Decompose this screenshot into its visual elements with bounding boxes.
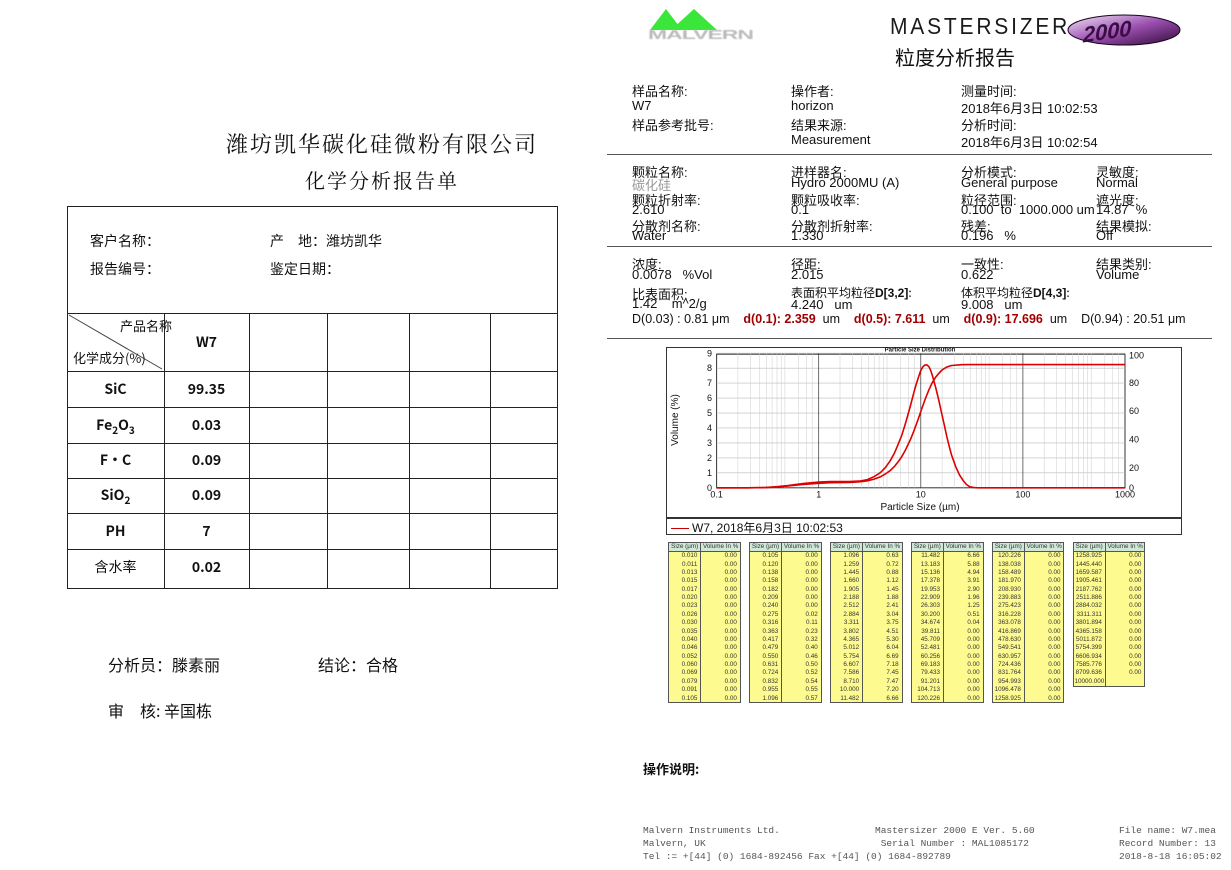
svg-text:80: 80	[1129, 378, 1139, 388]
svg-text:5: 5	[707, 408, 712, 418]
svg-text:8: 8	[707, 363, 712, 373]
svg-text:Volume (%): Volume (%)	[670, 394, 681, 446]
svg-text:9: 9	[707, 349, 712, 359]
svg-text:60: 60	[1129, 406, 1139, 416]
svg-text:10: 10	[916, 490, 926, 500]
svg-text:1: 1	[707, 468, 712, 478]
svg-text:3: 3	[707, 438, 712, 448]
svg-text:20: 20	[1129, 463, 1139, 473]
svg-text:100: 100	[1129, 351, 1144, 361]
svg-text:4: 4	[707, 423, 712, 433]
svg-text:6: 6	[707, 393, 712, 403]
svg-text:7: 7	[707, 378, 712, 388]
svg-text:Particle Size Distribution: Particle Size Distribution	[885, 348, 956, 354]
svg-text:100: 100	[1015, 490, 1030, 500]
svg-text:1: 1	[816, 490, 821, 500]
svg-text:Particle Size (µm): Particle Size (µm)	[880, 502, 959, 513]
svg-text:0.1: 0.1	[710, 490, 723, 500]
svg-text:2: 2	[707, 453, 712, 463]
svg-text:40: 40	[1129, 435, 1139, 445]
svg-text:1000: 1000	[1115, 490, 1135, 500]
